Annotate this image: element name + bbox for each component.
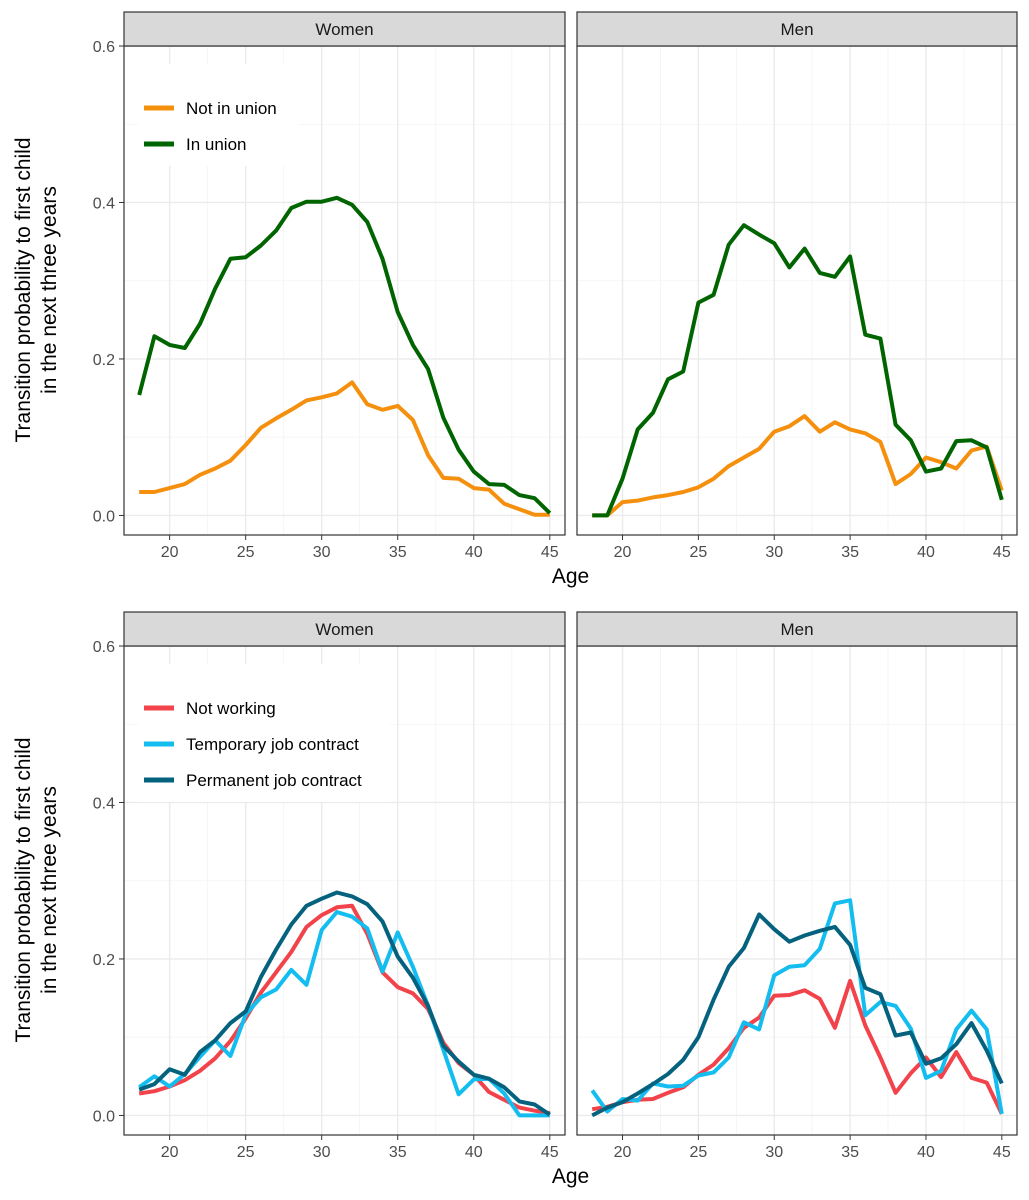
x-tick-label: 40 bbox=[917, 544, 935, 561]
x-tick-label: 40 bbox=[465, 1144, 483, 1161]
legend-label: Temporary job contract bbox=[186, 735, 359, 754]
y-axis-title: Transition probability to first child in … bbox=[12, 137, 61, 442]
x-tick-label: 25 bbox=[689, 544, 707, 561]
legend-label: In union bbox=[186, 135, 247, 154]
x-tick-label: 40 bbox=[465, 544, 483, 561]
y-tick-label: 0.6 bbox=[93, 639, 115, 656]
x-tick-label: 35 bbox=[841, 544, 859, 561]
series-line-not-working bbox=[591, 978, 1004, 1115]
series-line-not-in-union bbox=[139, 380, 550, 517]
y-axis-title-line: in the next three years bbox=[38, 186, 61, 394]
x-tick-label: 35 bbox=[389, 544, 407, 561]
x-tick-label: 20 bbox=[614, 1144, 632, 1161]
x-tick-label: 20 bbox=[161, 1144, 179, 1161]
x-tick-label: 30 bbox=[313, 1144, 331, 1161]
legend-label: Permanent job contract bbox=[186, 771, 362, 790]
x-tick-label: 40 bbox=[917, 1144, 935, 1161]
panel-men: Men 20 25 30 35 40 45 bbox=[576, 11, 1018, 561]
y-tick-label: 0.2 bbox=[93, 352, 115, 369]
facet-strip-label: Women bbox=[315, 20, 373, 39]
panel-men-background bbox=[577, 46, 1017, 535]
y-axis-title-line: in the next three years bbox=[38, 786, 61, 994]
x-tick-label: 30 bbox=[765, 544, 783, 561]
facet-strip-label: Men bbox=[780, 620, 813, 639]
facet-strip-label: Women bbox=[315, 620, 373, 639]
y-tick-label: 0.0 bbox=[93, 508, 115, 525]
legend-label: Not working bbox=[186, 699, 276, 718]
x-tick-label: 45 bbox=[541, 544, 559, 561]
series-line-not-in-union bbox=[592, 414, 1004, 518]
x-tick-label: 30 bbox=[313, 544, 331, 561]
legend-background bbox=[138, 664, 390, 802]
chart-employment-status: Women 20 25 30 35 40 45 0.0 0.2 0.4 0.6 Men 20 25 30 35… bbox=[12, 611, 1018, 1188]
y-axis-title-line: Transition probability to first child bbox=[12, 137, 35, 442]
y-tick-label: 0.4 bbox=[93, 795, 115, 812]
x-tick-label: 25 bbox=[237, 1144, 255, 1161]
facet-strip bbox=[576, 611, 1018, 647]
y-axis-title: Transition probability to first child in … bbox=[12, 737, 61, 1042]
facet-strip bbox=[123, 611, 566, 647]
x-tick-label: 35 bbox=[841, 1144, 859, 1161]
y-tick-label: 0.4 bbox=[93, 195, 115, 212]
y-tick-label: 0.6 bbox=[93, 39, 115, 56]
y-tick-label: 0.0 bbox=[93, 1108, 115, 1125]
x-tick-label: 25 bbox=[689, 1144, 707, 1161]
legend: Not in union In union bbox=[138, 64, 298, 166]
x-tick-label: 25 bbox=[237, 544, 255, 561]
x-tick-label: 20 bbox=[161, 544, 179, 561]
legend-label: Not in union bbox=[186, 99, 277, 118]
x-tick-label: 35 bbox=[389, 1144, 407, 1161]
series-line-permanent-job-contract bbox=[591, 912, 1004, 1118]
series-line-permanent-job-contract bbox=[138, 890, 551, 1117]
series-line-temporary-job-contract bbox=[590, 898, 1004, 1115]
facet-strip bbox=[576, 11, 1018, 47]
x-axis-title: Age bbox=[552, 1165, 589, 1188]
legend: Not working Temporary job contract Permane… bbox=[138, 664, 390, 802]
panel-men: Men 20 25 30 35 40 45 bbox=[576, 611, 1018, 1161]
y-tick-label: 0.2 bbox=[93, 952, 115, 969]
legend-background bbox=[138, 64, 298, 166]
x-axis-title: Age bbox=[552, 565, 589, 588]
x-tick-label: 45 bbox=[993, 1144, 1011, 1161]
x-tick-label: 45 bbox=[541, 1144, 559, 1161]
facet-strip-label: Men bbox=[780, 20, 813, 39]
series-line-in-union bbox=[592, 223, 1004, 518]
x-tick-label: 30 bbox=[765, 1144, 783, 1161]
series-line-in-union bbox=[137, 195, 552, 515]
x-tick-label: 20 bbox=[614, 544, 632, 561]
chart-union-status: Women 20 25 30 35 40 45 0.0 0.2 0.4 0.6 Men 20 25 30 35… bbox=[12, 11, 1018, 588]
y-axis-title-line: Transition probability to first child bbox=[12, 737, 35, 1042]
facet-strip bbox=[123, 11, 566, 47]
panel-women: Women 20 25 30 35 40 45 0.0 0.2 0.4 0.6 bbox=[93, 11, 566, 561]
x-tick-label: 45 bbox=[993, 544, 1011, 561]
series-line-not-working bbox=[138, 903, 551, 1116]
